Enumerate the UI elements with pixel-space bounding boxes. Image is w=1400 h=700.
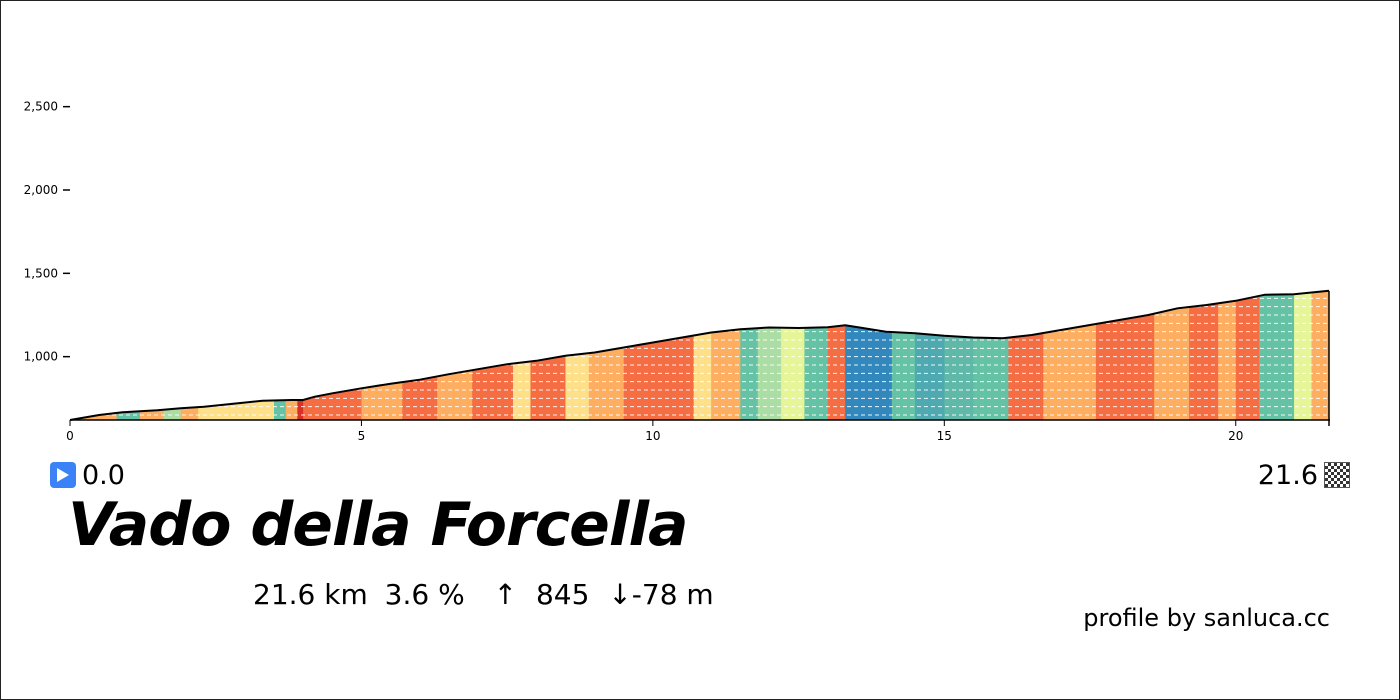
gradient-segment [623, 290, 666, 420]
gradient-segment [1311, 290, 1329, 420]
gradient-segment [804, 290, 829, 420]
gradient-segment [1154, 290, 1190, 420]
gradient-segment [664, 290, 695, 420]
y-tick-label: 2,000 [24, 183, 58, 197]
finish-marker: 21.6 [1258, 458, 1350, 492]
gradient-segment [973, 290, 1010, 420]
gradient-segment [757, 290, 782, 420]
gradient-segment [1218, 290, 1237, 420]
gradient-segment [1294, 290, 1313, 420]
gradient-segment [845, 290, 864, 420]
gradient-segment [402, 290, 438, 420]
elevation-chart: 0 5 10 15 20 1,000 1,500 2,000 2,500 [24, 100, 1330, 440]
climb-title: Vado della Forcella [68, 490, 688, 560]
y-tick-label: 1,500 [24, 266, 58, 280]
y-axis-ticks: 1,000 1,500 2,000 2,500 [24, 100, 70, 364]
x-axis-ticks: 0 5 10 15 20 [66, 420, 1243, 440]
ascent: 845 [535, 578, 590, 611]
gradient-segment [285, 290, 298, 420]
gradient-segment [163, 290, 182, 420]
gradient-segment [303, 290, 322, 420]
gradient-segment [944, 290, 975, 420]
x-tick-label: 5 [358, 429, 366, 440]
descent: -78 m [631, 578, 714, 611]
gradient-segment [588, 290, 625, 420]
gradient-segment [915, 290, 945, 420]
climb-stats: 21.6 km 3.6 % ↑ 845 ↓-78 m [253, 578, 714, 611]
credit: profile by sanluca.cc [1083, 604, 1330, 632]
start-marker: 0.0 [50, 458, 125, 492]
gradient-segment [297, 290, 304, 420]
gradient-segment [565, 290, 590, 420]
checkered-flag-icon [1324, 462, 1350, 488]
gradient-segment [693, 290, 712, 420]
gradient-segment [233, 290, 275, 420]
gradient-segment [1259, 290, 1295, 420]
gradient-segment [472, 290, 514, 420]
gradient-segment [116, 290, 141, 420]
gradient-segment [1235, 290, 1260, 420]
y-tick-label: 2,500 [24, 100, 58, 114]
play-icon [50, 462, 76, 488]
gradient-segment [1189, 290, 1219, 420]
gradient-segment [274, 290, 287, 420]
gradient-segment [1043, 290, 1097, 420]
up-arrow-icon: ↑ [493, 578, 518, 611]
gradient-segment [781, 290, 806, 420]
gradient-segment [180, 290, 199, 420]
x-tick-label: 10 [645, 429, 660, 440]
gradient-segment [361, 290, 403, 420]
elevation-outline [69, 289, 1330, 421]
avg-gradient: 3.6 % [384, 578, 465, 611]
down-arrow-icon: ↓ [608, 578, 632, 611]
end-km: 21.6 [1257, 459, 1318, 491]
start-km: 0.0 [82, 459, 125, 491]
gradient-segment [827, 290, 846, 420]
gradient-segment [711, 290, 741, 420]
gradient-segment [1008, 290, 1044, 420]
gradient-segment [891, 290, 916, 420]
gradient-segment [437, 290, 473, 420]
x-tick-label: 0 [66, 429, 74, 440]
x-tick-label: 20 [1228, 429, 1243, 440]
gradient-segment [139, 290, 164, 420]
gradient-segments [70, 290, 1329, 420]
gradient-segment [530, 290, 567, 420]
distance: 21.6 km [253, 578, 368, 611]
y-tick-label: 1,000 [24, 350, 58, 364]
gradient-segment [198, 290, 234, 420]
gradient-segment [320, 290, 363, 420]
x-tick-label: 15 [937, 429, 952, 440]
gradient-segment [862, 290, 893, 420]
gradient-segment [1095, 290, 1155, 420]
gradient-segment [740, 290, 759, 420]
gradient-segment [70, 290, 118, 420]
